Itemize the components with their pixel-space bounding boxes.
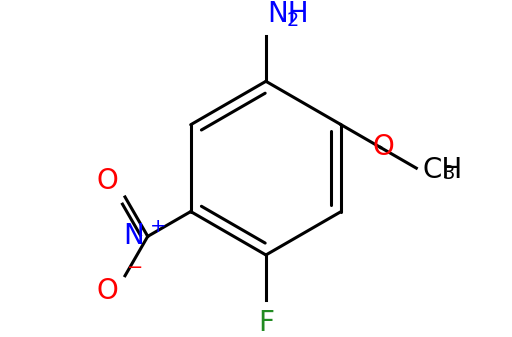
Text: +: + [150,217,166,236]
Text: CH: CH [423,156,463,184]
Text: −: − [126,258,143,277]
Text: O: O [97,167,118,195]
Text: F: F [258,309,274,337]
Text: N: N [123,222,144,250]
Text: 3: 3 [442,163,455,183]
Text: O: O [97,277,118,305]
Text: O: O [372,133,394,161]
Text: 2: 2 [287,11,300,30]
Text: NH: NH [268,0,309,28]
